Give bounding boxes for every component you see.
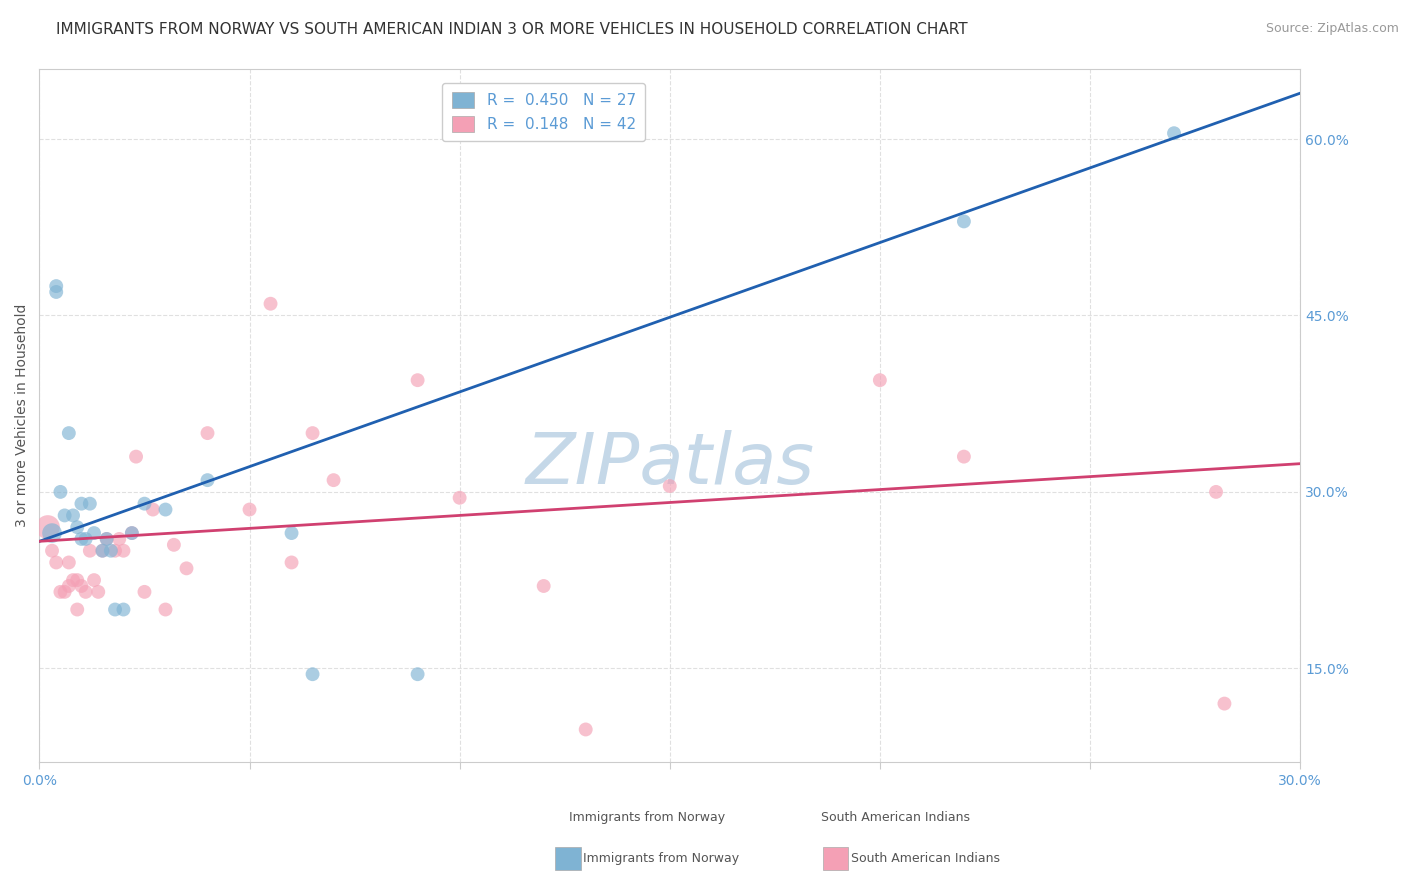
Point	[45, 285, 67, 299]
Point	[121, 526, 143, 541]
Point	[41, 543, 63, 558]
Point	[66, 573, 89, 587]
Point	[91, 543, 114, 558]
Point	[406, 373, 429, 387]
Point	[953, 450, 976, 464]
Point	[37, 520, 59, 534]
Point	[66, 520, 89, 534]
Point	[155, 502, 177, 516]
Point	[575, 723, 598, 737]
Point	[197, 473, 219, 487]
Point	[155, 602, 177, 616]
Point	[104, 602, 127, 616]
Point	[112, 543, 135, 558]
Text: Immigrants from Norway: Immigrants from Norway	[569, 811, 725, 824]
Point	[134, 497, 156, 511]
Point	[301, 426, 323, 441]
Point	[869, 373, 891, 387]
Point	[75, 532, 97, 546]
Point	[125, 450, 148, 464]
Point	[87, 585, 110, 599]
Point	[79, 497, 101, 511]
Text: Source: ZipAtlas.com: Source: ZipAtlas.com	[1265, 22, 1399, 36]
Point	[83, 526, 105, 541]
Point	[1205, 484, 1227, 499]
Point	[301, 667, 323, 681]
Point	[197, 426, 219, 441]
Text: ZIPatlas: ZIPatlas	[526, 430, 814, 499]
Point	[449, 491, 471, 505]
Point	[75, 585, 97, 599]
Point	[91, 543, 114, 558]
Text: South American Indians: South American Indians	[821, 811, 970, 824]
Point	[953, 214, 976, 228]
Point	[66, 602, 89, 616]
Point	[658, 479, 681, 493]
Point	[322, 473, 344, 487]
Point	[70, 497, 93, 511]
Text: South American Indians: South American Indians	[851, 852, 1000, 864]
Text: IMMIGRANTS FROM NORWAY VS SOUTH AMERICAN INDIAN 3 OR MORE VEHICLES IN HOUSEHOLD : IMMIGRANTS FROM NORWAY VS SOUTH AMERICAN…	[56, 22, 967, 37]
Point	[45, 556, 67, 570]
Point	[176, 561, 198, 575]
Point	[58, 426, 80, 441]
Point	[41, 526, 63, 541]
Point	[96, 532, 118, 546]
Point	[70, 532, 93, 546]
Point	[280, 526, 302, 541]
Point	[100, 543, 122, 558]
Point	[49, 585, 72, 599]
Point	[53, 585, 76, 599]
Point	[1163, 126, 1185, 140]
Point	[163, 538, 186, 552]
Point	[58, 556, 80, 570]
Point	[1213, 697, 1236, 711]
Point	[96, 532, 118, 546]
Y-axis label: 3 or more Vehicles in Household: 3 or more Vehicles in Household	[15, 304, 30, 527]
Point	[238, 502, 260, 516]
Text: Immigrants from Norway: Immigrants from Norway	[583, 852, 740, 864]
Point	[134, 585, 156, 599]
Point	[112, 602, 135, 616]
Point	[104, 543, 127, 558]
Point	[108, 532, 131, 546]
Point	[79, 543, 101, 558]
Point	[53, 508, 76, 523]
Point	[62, 508, 84, 523]
Point	[142, 502, 165, 516]
Point	[259, 297, 281, 311]
Point	[45, 279, 67, 293]
Legend: R =  0.450   N = 27, R =  0.148   N = 42: R = 0.450 N = 27, R = 0.148 N = 42	[443, 83, 645, 141]
Point	[62, 573, 84, 587]
Point	[70, 579, 93, 593]
Point	[121, 526, 143, 541]
Point	[49, 484, 72, 499]
Point	[280, 556, 302, 570]
Point	[406, 667, 429, 681]
Point	[533, 579, 555, 593]
Point	[83, 573, 105, 587]
Point	[58, 579, 80, 593]
